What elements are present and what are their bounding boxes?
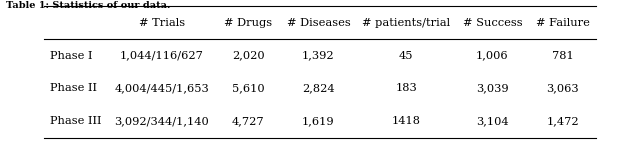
- Text: Table 1: Statistics of our data.: Table 1: Statistics of our data.: [6, 1, 171, 11]
